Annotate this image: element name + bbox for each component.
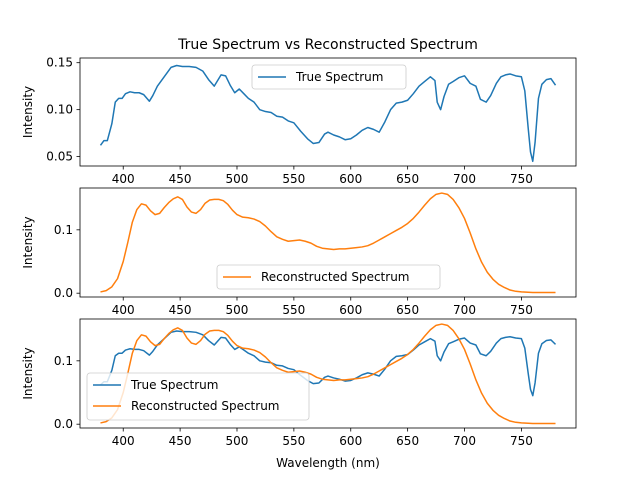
y-tick-label: 0.10 [46,103,73,117]
legend-box [86,372,310,421]
series-line-true [99,64,557,163]
x-tick-label: 750 [510,172,533,186]
y-axis-label: Intensity [21,86,35,138]
x-tick-label: 450 [169,434,192,448]
x-tick-label: 650 [396,434,419,448]
x-tick-label: 550 [282,172,305,186]
series-line-reconstructed [100,192,556,294]
subplot-1: 400 450 500 550 600 650 700 750 0.05 0.10 0.15 Inte… [21,56,577,186]
x-tick-label: 650 [396,172,419,186]
legend-label-reconstructed: Reconstructed Spectrum [131,399,280,413]
subplot-2: 400 450 500 550 600 650 700 750 0.0 0.1 Intensity R… [21,187,577,317]
legend-box [251,64,407,90]
legend: True Spectrum [251,64,407,90]
x-tick-label: 600 [339,172,362,186]
x-tick-label: 400 [112,303,135,317]
y-tick-label: 0.0 [54,417,73,431]
x-tick-label: 750 [510,434,533,448]
subplots: 400 450 500 550 600 650 700 750 0.05 0.10 0.15 Inte… [21,56,577,470]
x-tick-label: 650 [396,303,419,317]
x-tick-label: 500 [226,303,249,317]
series-line-reconstructed [100,323,556,425]
axes-frame [79,57,577,167]
y-tick-label: 0.15 [46,56,73,70]
x-tick-label: 450 [169,303,192,317]
x-tick-label: 550 [282,303,305,317]
x-tick-label: 400 [112,172,135,186]
x-tick-label: 500 [226,434,249,448]
legend-label-true: True Spectrum [130,378,218,392]
x-tick-label: 600 [339,434,362,448]
x-tick-label: 700 [453,172,476,186]
x-tick-label: 700 [453,434,476,448]
x-tick-label: 750 [510,303,533,317]
x-tick-label: 600 [339,303,362,317]
x-tick-label: 550 [282,434,305,448]
axes-frame [79,187,577,298]
legend-label-true: True Spectrum [295,70,383,84]
x-tick-label: 700 [453,303,476,317]
x-tick-label: 400 [112,434,135,448]
axes-frame [79,318,577,429]
x-axis-label: Wavelength (nm) [276,456,380,470]
legend-box [216,264,441,290]
y-tick-label: 0.1 [54,223,73,237]
y-axis-label: Intensity [21,216,35,268]
y-tick-label: 0.1 [54,354,73,368]
legend: True Spectrum Reconstructed Spectrum [86,372,310,421]
y-tick-label: 0.0 [54,286,73,300]
legend-label-reconstructed: Reconstructed Spectrum [261,270,410,284]
y-axis-label: Intensity [21,347,35,399]
x-tick-label: 500 [226,172,249,186]
chart-title: True Spectrum vs Reconstructed Spectrum [177,37,478,53]
subplot-3: 400 450 500 550 600 650 700 750 0.0 0.1 Intensity W… [21,318,577,470]
y-tick-label: 0.05 [46,150,73,164]
x-tick-label: 450 [169,172,192,186]
legend: Reconstructed Spectrum [216,264,441,290]
